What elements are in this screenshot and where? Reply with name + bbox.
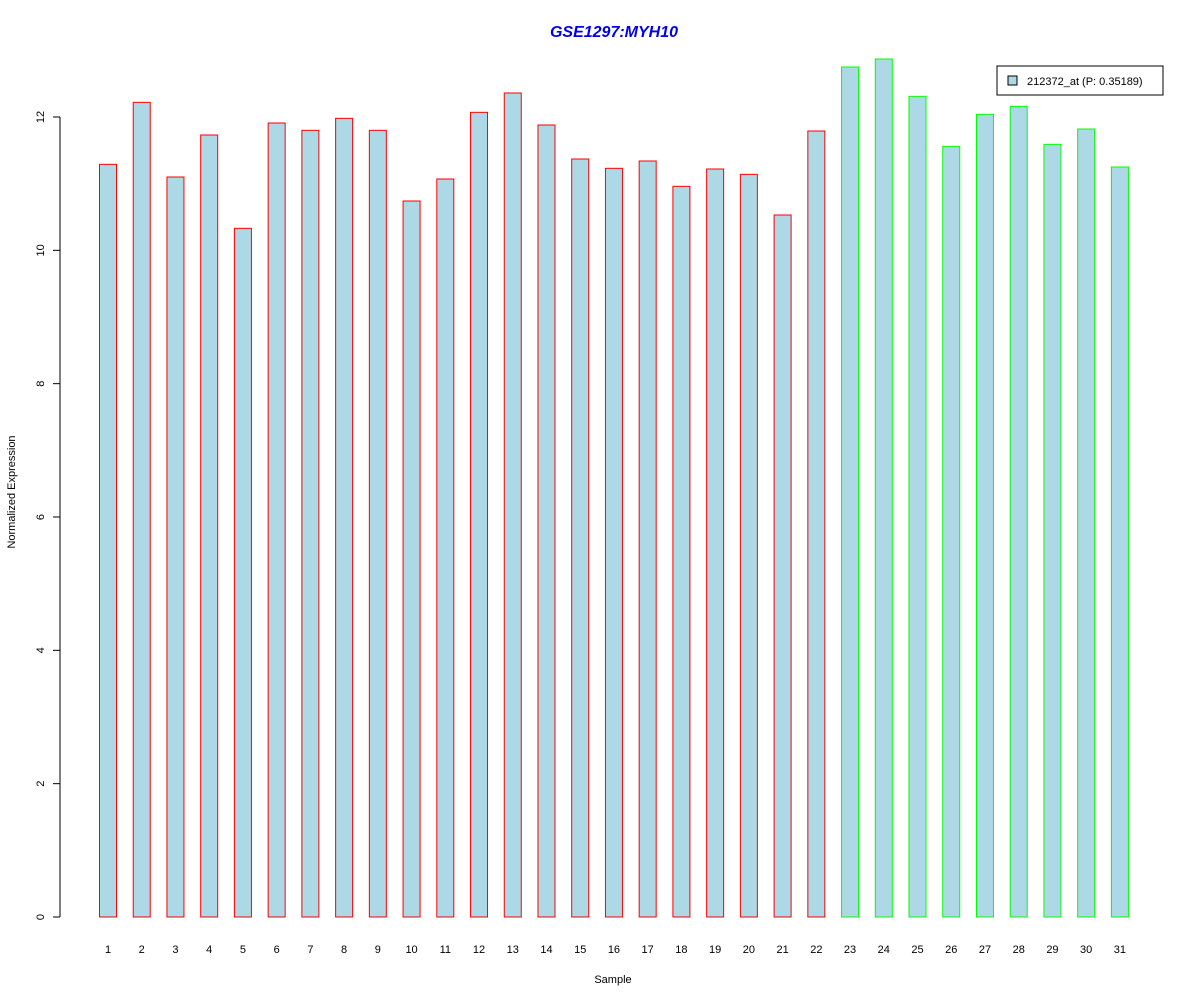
y-axis: 0 2 4 6 8 10 12 [35,111,61,920]
bar-sample-12 [470,111,489,918]
bar-sample-18 [672,185,691,918]
x-tick-label: 4 [206,944,212,956]
bar-sample-2 [132,101,151,918]
bar-sample-13 [503,92,522,918]
x-tick-label: 31 [1114,944,1126,956]
bar-sample-19 [706,168,725,918]
x-tick-label: 10 [405,944,417,956]
bars [99,58,1129,918]
x-tick-label: 9 [375,944,381,956]
x-tick-label: 11 [440,944,451,956]
y-tick-label: 8 [35,381,47,387]
x-tick-label: 12 [473,944,485,956]
bar-sample-22 [807,130,826,918]
bar-sample-28 [1009,105,1028,918]
bar-sample-3 [166,176,185,918]
bar-sample-23 [841,66,860,918]
bar-sample-8 [335,117,354,918]
bar-sample-11 [436,178,455,918]
chart-title: GSE1297:MYH10 [550,24,678,41]
legend-label: 212372_at (P: 0.35189) [1027,76,1143,88]
legend: 212372_at (P: 0.35189) [996,65,1164,96]
x-tick-label: 28 [1013,944,1025,956]
x-tick-label: 24 [878,944,890,956]
x-tick-label: 17 [642,944,654,956]
bar-sample-4 [200,134,219,918]
bar-sample-6 [267,122,286,918]
bar-sample-14 [537,124,556,918]
x-tick-label: 15 [574,944,586,956]
y-axis-label: Normalized Expression [6,435,18,548]
y-tick-label: 6 [35,514,47,520]
x-tick-label: 6 [274,944,280,956]
bar-sample-30 [1077,128,1096,918]
x-tick-label: 2 [139,944,145,956]
bar-sample-20 [739,173,758,918]
legend-box [996,65,1164,96]
bar-sample-10 [402,200,421,918]
y-tick-label: 0 [35,914,47,920]
legend-swatch [1007,75,1018,86]
x-tick-label: 7 [307,944,313,956]
bar-sample-27 [975,113,994,918]
x-tick-label: 19 [709,944,721,956]
bar-sample-24 [874,58,893,918]
y-tick-label: 4 [35,647,47,653]
bar-sample-31 [1110,166,1129,918]
bar-sample-1 [99,163,117,918]
x-tick-label: 20 [743,944,755,956]
y-tick-label: 12 [35,111,47,123]
bar-sample-5 [233,227,252,918]
x-tick-label: 13 [507,944,519,956]
bar-sample-26 [942,145,961,918]
x-tick-labels: 1 2 3 4 5 6 7 8 9 10 11 12 13 14 15 16 17 18 19 20 21 22 23 24 2… [105,944,1126,956]
y-tick-label: 10 [35,244,47,256]
x-tick-label: 3 [172,944,178,956]
bar-sample-17 [638,160,657,918]
bar-sample-29 [1043,143,1062,918]
x-tick-label: 29 [1046,944,1058,956]
x-tick-label: 23 [844,944,856,956]
x-tick-label: 27 [979,944,991,956]
bar-sample-16 [604,167,623,918]
x-tick-label: 18 [675,944,687,956]
x-tick-label: 30 [1080,944,1092,956]
x-tick-label: 21 [776,944,788,956]
x-tick-label: 1 [105,944,111,956]
bar-sample-21 [773,214,792,918]
x-tick-label: 26 [945,944,957,956]
x-tick-label: 14 [540,944,552,956]
y-tick-label: 2 [35,781,47,787]
x-tick-label: 25 [911,944,923,956]
bar-sample-7 [301,129,320,918]
x-tick-label: 8 [341,944,347,956]
x-tick-label: 5 [240,944,246,956]
bar-sample-15 [571,158,590,918]
bar-sample-9 [368,129,387,918]
x-tick-label: 16 [608,944,620,956]
x-axis-label: Sample [594,974,631,986]
x-tick-label: 22 [810,944,822,956]
bar-sample-25 [908,95,927,918]
